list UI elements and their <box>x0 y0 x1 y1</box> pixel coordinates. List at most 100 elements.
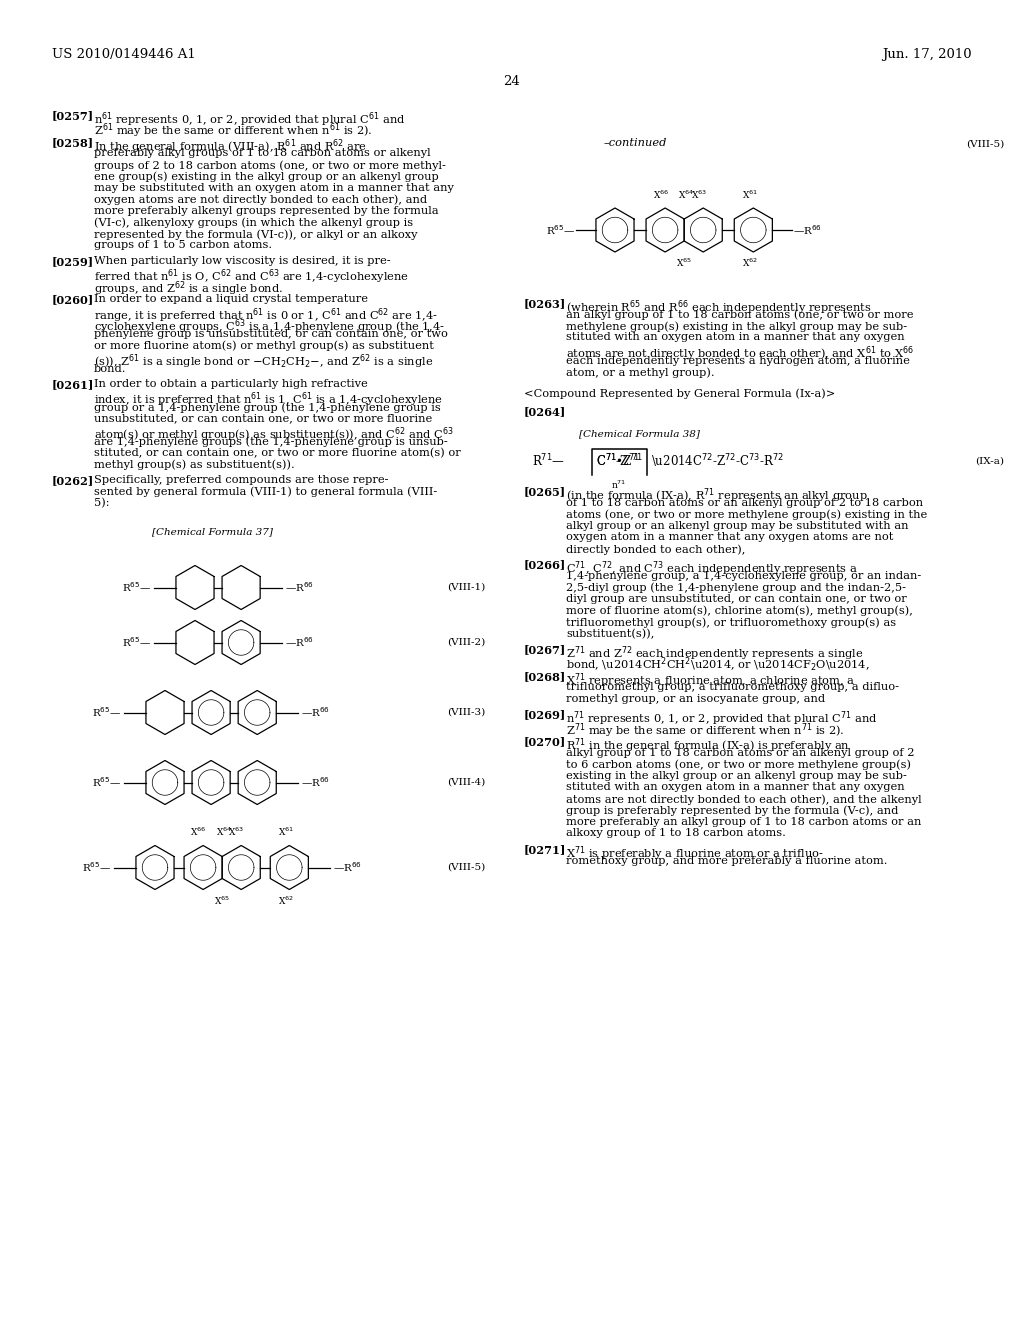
Text: [0271]: [0271] <box>524 843 566 855</box>
Text: trifluoromethyl group, a trifluoromethoxy group, a difluo-: trifluoromethyl group, a trifluoromethox… <box>566 682 899 693</box>
Text: atoms are not directly bonded to each other), and the alkenyl: atoms are not directly bonded to each ot… <box>566 795 922 805</box>
Text: more of fluorine atom(s), chlorine atom(s), methyl group(s),: more of fluorine atom(s), chlorine atom(… <box>566 606 912 616</box>
Text: cyclohexylene groups, C$^{63}$ is a 1,4-phenylene group (the 1,4-: cyclohexylene groups, C$^{63}$ is a 1,4-… <box>94 318 445 337</box>
Text: romethoxy group, and more preferably a fluorine atom.: romethoxy group, and more preferably a f… <box>566 855 888 866</box>
Text: [0266]: [0266] <box>524 560 566 570</box>
Text: X$^{65}$: X$^{65}$ <box>214 895 230 907</box>
Text: [0261]: [0261] <box>52 379 94 389</box>
Text: trifluoromethyl group(s), or trifluoromethoxy group(s) as: trifluoromethyl group(s), or trifluorome… <box>566 616 896 627</box>
Text: C$^{71}$•Z$^{71}$: C$^{71}$•Z$^{71}$ <box>596 453 643 470</box>
Text: [0265]: [0265] <box>524 487 566 498</box>
Text: [0262]: [0262] <box>52 475 94 486</box>
Text: substituent(s)),: substituent(s)), <box>566 628 654 639</box>
Text: —R$^{66}$: —R$^{66}$ <box>285 636 314 649</box>
Text: X$^{71}$ represents a fluorine atom, a chlorine atom, a: X$^{71}$ represents a fluorine atom, a c… <box>566 671 855 689</box>
Text: bond, \u2014CH$^2$CH$^2$\u2014, or \u2014CF$_2$O\u2014,: bond, \u2014CH$^2$CH$^2$\u2014, or \u201… <box>566 656 869 673</box>
Text: an alkyl group of 1 to 18 carbon atoms (one, or two or more: an alkyl group of 1 to 18 carbon atoms (… <box>566 309 913 319</box>
Text: R$^{65}$—: R$^{65}$— <box>91 776 121 789</box>
Text: romethyl group, or an isocyanate group, and: romethyl group, or an isocyanate group, … <box>566 694 825 704</box>
Text: sented by general formula (VIII-1) to general formula (VIII-: sented by general formula (VIII-1) to ge… <box>94 487 437 498</box>
Text: [Chemical Formula 38]: [Chemical Formula 38] <box>579 429 699 438</box>
Text: C$^{71}$-Z$^{71}$: C$^{71}$-Z$^{71}$ <box>596 453 640 470</box>
Text: (VI-c), alkenyloxy groups (in which the alkenyl group is: (VI-c), alkenyloxy groups (in which the … <box>94 218 413 228</box>
Text: group or a 1,4-phenylene group (the 1,4-phenylene group is: group or a 1,4-phenylene group (the 1,4-… <box>94 403 440 413</box>
Text: bond.: bond. <box>94 363 127 374</box>
Text: phenylene group is unsubstituted, or can contain one, or two: phenylene group is unsubstituted, or can… <box>94 329 447 339</box>
Text: [0269]: [0269] <box>524 710 566 721</box>
Text: (VIII-3): (VIII-3) <box>446 708 485 717</box>
Text: more preferably an alkyl group of 1 to 18 carbon atoms or an: more preferably an alkyl group of 1 to 1… <box>566 817 922 828</box>
Text: –continued: –continued <box>604 139 668 148</box>
Text: are 1,4-phenylene groups (the 1,4-phenylene group is unsub-: are 1,4-phenylene groups (the 1,4-phenyl… <box>94 437 447 447</box>
Text: or more fluorine atom(s) or methyl group(s) as substituent: or more fluorine atom(s) or methyl group… <box>94 341 434 351</box>
Text: alkoxy group of 1 to 18 carbon atoms.: alkoxy group of 1 to 18 carbon atoms. <box>566 829 785 838</box>
Text: (in the formula (IX-a), R$^{71}$ represents an alkyl group: (in the formula (IX-a), R$^{71}$ represe… <box>566 487 867 506</box>
Text: —R$^{66}$: —R$^{66}$ <box>794 223 822 236</box>
Text: Jun. 17, 2010: Jun. 17, 2010 <box>883 48 972 61</box>
Text: atoms are not directly bonded to each other), and X$^{61}$ to X$^{66}$: atoms are not directly bonded to each ot… <box>566 345 914 363</box>
Text: When particularly low viscosity is desired, it is pre-: When particularly low viscosity is desir… <box>94 256 390 267</box>
Text: [0257]: [0257] <box>52 110 94 121</box>
Text: [0258]: [0258] <box>52 137 94 148</box>
Text: Z$^{71}$ may be the same or different when n$^{71}$ is 2).: Z$^{71}$ may be the same or different wh… <box>566 721 845 739</box>
Text: —R$^{66}$: —R$^{66}$ <box>285 581 314 594</box>
Text: ferred that n$^{61}$ is O, C$^{62}$ and C$^{63}$ are 1,4-cyclohexylene: ferred that n$^{61}$ is O, C$^{62}$ and … <box>94 268 410 286</box>
Text: [0260]: [0260] <box>52 294 94 305</box>
Text: (VIII-5): (VIII-5) <box>966 140 1004 149</box>
Text: (VIII-2): (VIII-2) <box>446 638 485 647</box>
Text: Specifically, preferred compounds are those repre-: Specifically, preferred compounds are th… <box>94 475 388 484</box>
Text: [Chemical Formula 37]: [Chemical Formula 37] <box>152 528 272 536</box>
Text: X$^{63}$: X$^{63}$ <box>228 826 244 838</box>
Text: (s)), Z$^{61}$ is a single bond or $-$CH$_2$CH$_2$$-$, and Z$^{62}$ is a single: (s)), Z$^{61}$ is a single bond or $-$CH… <box>94 352 433 371</box>
Text: X$^{62}$: X$^{62}$ <box>742 257 758 269</box>
Text: —R$^{66}$: —R$^{66}$ <box>301 776 331 789</box>
Text: —R$^{66}$: —R$^{66}$ <box>301 706 331 719</box>
Text: alkyl group of 1 to 18 carbon atoms or an alkenyl group of 2: alkyl group of 1 to 18 carbon atoms or a… <box>566 748 914 758</box>
Text: X$^{65}$: X$^{65}$ <box>676 257 692 269</box>
Text: n$^{71}$: n$^{71}$ <box>611 479 627 491</box>
Text: (IX-a): (IX-a) <box>975 457 1004 466</box>
Text: n$^{61}$ represents 0, 1, or 2, provided that plural C$^{61}$ and: n$^{61}$ represents 0, 1, or 2, provided… <box>94 110 406 128</box>
Text: each independently represents a hydrogen atom, a fluorine: each independently represents a hydrogen… <box>566 355 910 366</box>
Text: C$^{71}$, C$^{72}$, and C$^{73}$ each independently represents a: C$^{71}$, C$^{72}$, and C$^{73}$ each in… <box>566 560 858 578</box>
Text: R$^{65}$—: R$^{65}$— <box>122 636 151 649</box>
Text: X$^{64}$: X$^{64}$ <box>216 826 232 838</box>
Text: preferably alkyl groups of 1 to 18 carbon atoms or alkenyl: preferably alkyl groups of 1 to 18 carbo… <box>94 149 431 158</box>
Text: diyl group are unsubstituted, or can contain one, or two or: diyl group are unsubstituted, or can con… <box>566 594 906 605</box>
Text: range, it is preferred that n$^{61}$ is 0 or 1, C$^{61}$ and C$^{62}$ are 1,4-: range, it is preferred that n$^{61}$ is … <box>94 306 438 325</box>
Text: unsubstituted, or can contain one, or two or more fluorine: unsubstituted, or can contain one, or tw… <box>94 413 432 424</box>
Text: n$^{71}$ represents 0, 1, or 2, provided that plural C$^{71}$ and: n$^{71}$ represents 0, 1, or 2, provided… <box>566 710 878 729</box>
Text: X$^{62}$: X$^{62}$ <box>279 895 294 907</box>
Text: (wherein R$^{65}$ and R$^{66}$ each independently represents: (wherein R$^{65}$ and R$^{66}$ each inde… <box>566 298 871 317</box>
Text: R$^{65}$—: R$^{65}$— <box>122 581 151 594</box>
Text: ene group(s) existing in the alkyl group or an alkenyl group: ene group(s) existing in the alkyl group… <box>94 172 438 182</box>
Text: index, it is preferred that n$^{61}$ is 1, C$^{61}$ is a 1,4-cyclohexylene: index, it is preferred that n$^{61}$ is … <box>94 391 443 409</box>
Text: In the general formula (VIII-a), R$^{61}$ and R$^{62}$ are: In the general formula (VIII-a), R$^{61}… <box>94 137 368 156</box>
Text: represented by the formula (VI-c)), or alkyl or an alkoxy: represented by the formula (VI-c)), or a… <box>94 228 418 239</box>
Text: oxygen atoms are not directly bonded to each other), and: oxygen atoms are not directly bonded to … <box>94 194 427 205</box>
Text: [0263]: [0263] <box>524 298 566 309</box>
Text: X$^{66}$: X$^{66}$ <box>190 826 206 838</box>
Text: (VIII-5): (VIII-5) <box>446 863 485 873</box>
Text: Z$^{71}$ and Z$^{72}$ each independently represents a single: Z$^{71}$ and Z$^{72}$ each independently… <box>566 644 863 663</box>
Text: In order to expand a liquid crystal temperature: In order to expand a liquid crystal temp… <box>94 294 368 305</box>
Text: R$^{71}$—: R$^{71}$— <box>532 453 565 470</box>
Text: existing in the alkyl group or an alkenyl group may be sub-: existing in the alkyl group or an alkeny… <box>566 771 907 781</box>
Text: to 6 carbon atoms (one, or two or more methylene group(s): to 6 carbon atoms (one, or two or more m… <box>566 759 911 770</box>
Text: \u2014C$^{72}$-Z$^{72}$-C$^{73}$-R$^{72}$: \u2014C$^{72}$-Z$^{72}$-C$^{73}$-R$^{72}… <box>651 453 784 470</box>
Text: groups of 2 to 18 carbon atoms (one, or two or more methyl-: groups of 2 to 18 carbon atoms (one, or … <box>94 160 445 170</box>
Text: 5):: 5): <box>94 498 110 508</box>
Text: [0264]: [0264] <box>524 407 566 417</box>
Text: (VIII-4): (VIII-4) <box>446 777 485 787</box>
Text: R$^{65}$—: R$^{65}$— <box>82 861 111 874</box>
Text: group is preferably represented by the formula (V-c), and: group is preferably represented by the f… <box>566 805 898 816</box>
Text: <Compound Represented by General Formula (Ix-a)>: <Compound Represented by General Formula… <box>524 388 836 399</box>
Text: [0268]: [0268] <box>524 671 566 682</box>
Text: stituted with an oxygen atom in a manner that any oxygen: stituted with an oxygen atom in a manner… <box>566 783 904 792</box>
Text: X$^{63}$: X$^{63}$ <box>691 189 708 201</box>
Text: of 1 to 18 carbon atoms or an alkenyl group of 2 to 18 carbon: of 1 to 18 carbon atoms or an alkenyl gr… <box>566 498 923 508</box>
Text: oxygen atom in a manner that any oxygen atoms are not: oxygen atom in a manner that any oxygen … <box>566 532 893 543</box>
Text: groups, and Z$^{62}$ is a single bond.: groups, and Z$^{62}$ is a single bond. <box>94 279 284 297</box>
Text: [0270]: [0270] <box>524 737 566 747</box>
Text: X$^{61}$: X$^{61}$ <box>742 189 759 201</box>
